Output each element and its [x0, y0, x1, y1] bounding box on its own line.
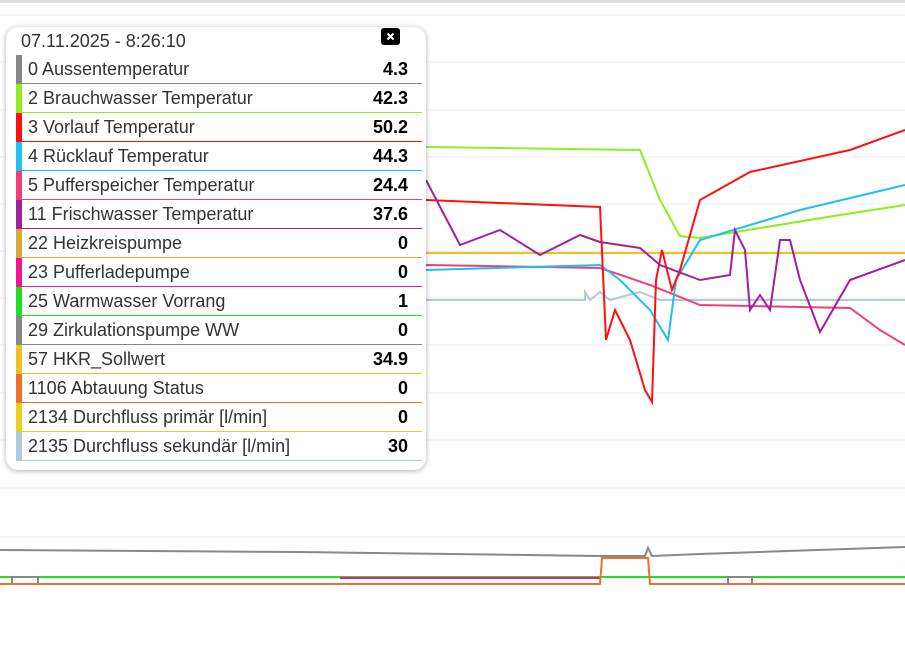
- color-swatch: [16, 345, 22, 374]
- tooltip-row: 0 Aussentemperatur 4.3: [16, 55, 422, 84]
- color-swatch: [16, 200, 22, 229]
- color-swatch: [16, 171, 22, 200]
- series-label: 5 Pufferspeicher Temperatur: [28, 175, 255, 195]
- tooltip-row: 11 Frischwasser Temperatur 37.6: [16, 200, 422, 229]
- color-swatch: [16, 403, 22, 432]
- series-label: 3 Vorlauf Temperatur: [28, 117, 195, 137]
- series-value: 1: [397, 291, 408, 311]
- top-border: [0, 0, 905, 3]
- series-value: 37.6: [372, 204, 408, 224]
- tooltip-row: 23 Pufferladepumpe 0: [16, 258, 422, 287]
- timestamp: 07.11.2025 - 8:26:10: [21, 31, 186, 51]
- color-swatch: [16, 55, 22, 84]
- series-value: 4.3: [382, 59, 408, 79]
- tooltip-row: 29 Zirkulationspumpe WW 0: [16, 316, 422, 345]
- series-label: 2135 Durchfluss sekundär [l/min]: [28, 436, 291, 456]
- series-value: 0: [397, 233, 408, 253]
- tooltip-row: 22 Heizkreispumpe 0: [16, 229, 422, 258]
- tooltip-row: 4 Rücklauf Temperatur 44.3: [16, 142, 422, 171]
- series-label: 29 Zirkulationspumpe WW: [28, 320, 240, 340]
- series-label: 57 HKR_Sollwert: [28, 349, 166, 369]
- color-swatch: [16, 142, 22, 171]
- color-swatch: [16, 258, 22, 287]
- series-label: 2 Brauchwasser Temperatur: [28, 88, 253, 108]
- series-value: 34.9: [372, 349, 408, 369]
- color-swatch: [16, 113, 22, 142]
- tooltip: 07.11.2025 - 8:26:10 0 Aussentemperatur 4…: [6, 27, 426, 470]
- series-lines: [0, 129, 905, 585]
- color-swatch: [16, 84, 22, 113]
- color-swatch: [16, 316, 22, 345]
- close-icon: [386, 32, 395, 41]
- series-value: 0: [397, 320, 408, 340]
- series-value: 0: [397, 378, 408, 398]
- color-swatch: [16, 432, 22, 461]
- tooltip-row: 5 Pufferspeicher Temperatur 24.4: [16, 171, 422, 200]
- color-swatch: [16, 287, 22, 316]
- color-swatch: [16, 229, 22, 258]
- series-value: 0: [397, 407, 408, 427]
- tooltip-row: 2 Brauchwasser Temperatur 42.3: [16, 84, 422, 113]
- tooltip-row: 57 HKR_Sollwert 34.9: [16, 345, 422, 374]
- tooltip-row: 3 Vorlauf Temperatur 50.2: [16, 113, 422, 142]
- series-value: 50.2: [372, 117, 408, 137]
- series-value: 30: [387, 436, 408, 456]
- close-button[interactable]: [381, 28, 400, 45]
- tooltip-row: 2134 Durchfluss primär [l/min] 0: [16, 403, 422, 432]
- series-label: 4 Rücklauf Temperatur: [28, 146, 209, 166]
- tooltip-row: 2135 Durchfluss sekundär [l/min] 30: [16, 432, 422, 461]
- series-label: 1106 Abtauung Status: [28, 378, 204, 398]
- color-swatch: [16, 374, 22, 403]
- series-label: 23 Pufferladepumpe: [28, 262, 190, 282]
- tooltip-row: 1106 Abtauung Status 0: [16, 374, 422, 403]
- series-value: 24.4: [372, 175, 408, 195]
- series-label: 2134 Durchfluss primär [l/min]: [28, 407, 268, 427]
- series-value: 0: [397, 262, 408, 282]
- series-label: 22 Heizkreispumpe: [28, 233, 183, 253]
- tooltip-row: 25 Warmwasser Vorrang 1: [16, 287, 422, 316]
- series-label: 0 Aussentemperatur: [28, 59, 190, 79]
- series-value: 42.3: [372, 88, 408, 108]
- series-value: 44.3: [372, 146, 408, 166]
- series-label: 25 Warmwasser Vorrang: [28, 291, 226, 311]
- series-label: 11 Frischwasser Temperatur: [28, 204, 254, 224]
